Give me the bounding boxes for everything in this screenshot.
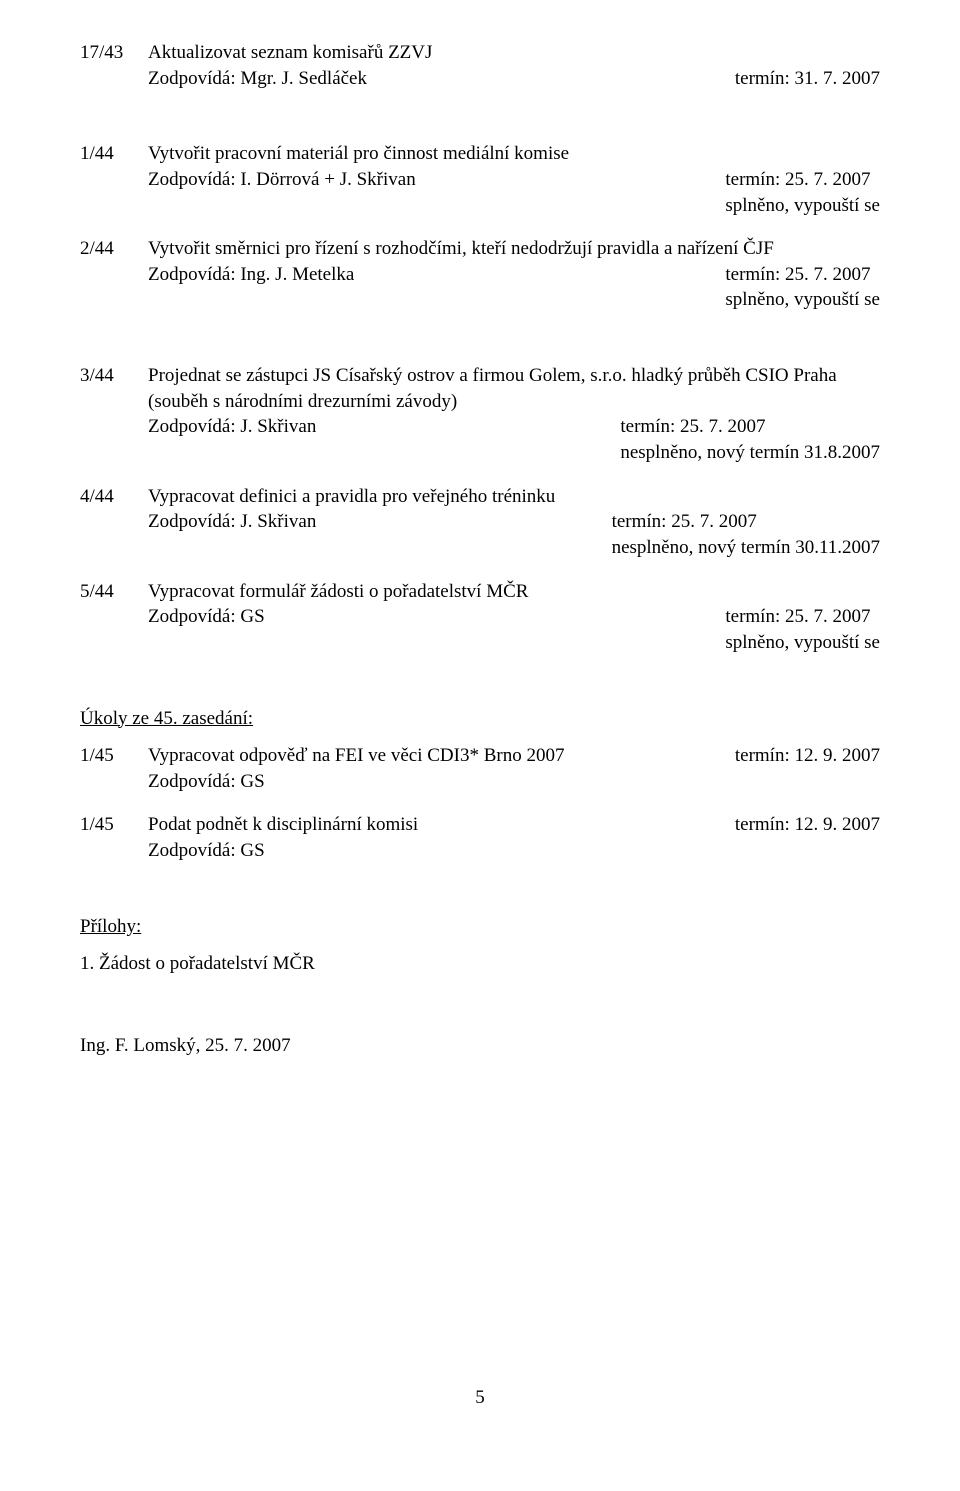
task-entry: 2/44 Vytvořit směrnici pro řízení s rozh… [80,236,880,313]
task-note: nesplněno, nový termín 30.11.2007 [612,535,880,561]
task-responsible: Zodpovídá: GS [148,604,725,655]
task-term: termín: 25. 7. 2007 [725,262,880,288]
task-number: 5/44 [80,579,148,605]
task-note: splněno, vypouští se [725,287,880,313]
task-title-line2: (souběh s národními drezurními závody) [148,389,880,415]
task-number: 1/45 [80,743,148,769]
task-number: 1/44 [80,141,148,167]
task-number: 2/44 [80,236,148,262]
task-note: splněno, vypouští se [725,630,880,656]
task-responsible: Zodpovídá: J. Skřivan [148,414,620,465]
task-entry: 5/44 Vypracovat formulář žádosti o pořad… [80,579,880,656]
task-entry: 3/44 Projednat se zástupci JS Císařský o… [80,363,880,466]
task-number: 4/44 [80,484,148,510]
task-body: Vytvořit směrnici pro řízení s rozhodčím… [148,236,880,313]
task-entry: 4/44 Vypracovat definici a pravidla pro … [80,484,880,561]
task-body: Podat podnět k disciplinární komisi term… [148,812,880,863]
task-term: termín: 12. 9. 2007 [735,812,880,838]
task-term: termín: 25. 7. 2007 [612,509,880,535]
task-body: Projednat se zástupci JS Císařský ostrov… [148,363,880,466]
task-responsible: Zodpovídá: I. Dörrová + J. Skřivan [148,167,725,218]
task-note: nesplněno, nový termín 31.8.2007 [620,440,880,466]
task-title: Vypracovat definici a pravidla pro veřej… [148,484,880,510]
task-responsible: Zodpovídá: GS [148,769,880,795]
task-body: Vypracovat formulář žádosti o pořadatels… [148,579,880,656]
task-body: Vypracovat definici a pravidla pro veřej… [148,484,880,561]
task-number: 3/44 [80,363,148,389]
task-body: Aktualizovat seznam komisařů ZZVJ Zodpov… [148,40,880,91]
task-term: termín: 25. 7. 2007 [725,604,880,630]
task-title: Vytvořit pracovní materiál pro činnost m… [148,141,880,167]
task-responsible: Zodpovídá: Ing. J. Metelka [148,262,725,313]
task-entry: 17/43 Aktualizovat seznam komisařů ZZVJ … [80,40,880,91]
task-title: Vytvořit směrnici pro řízení s rozhodčím… [148,236,880,262]
task-title: Vypracovat formulář žádosti o pořadatels… [148,579,880,605]
section-heading: Úkoly ze 45. zasedání: [80,706,880,732]
task-title: Podat podnět k disciplinární komisi [148,812,735,838]
task-responsible: Zodpovídá: J. Skřivan [148,509,612,560]
attachments-heading: Přílohy: [80,914,880,940]
attachment-item: 1. Žádost o pořadatelství MČR [80,951,880,977]
task-term: termín: 31. 7. 2007 [735,66,880,92]
task-body: Vypracovat odpověď na FEI ve věci CDI3* … [148,743,880,794]
task-term: termín: 25. 7. 2007 [620,414,880,440]
task-term: termín: 12. 9. 2007 [735,743,880,769]
task-entry: 1/45 Podat podnět k disciplinární komisi… [80,812,880,863]
page-number: 5 [0,1385,960,1411]
task-entry: 1/44 Vytvořit pracovní materiál pro činn… [80,141,880,218]
task-number: 17/43 [80,40,148,66]
task-title: Aktualizovat seznam komisařů ZZVJ [148,40,880,66]
signature-line: Ing. F. Lomský, 25. 7. 2007 [80,1033,880,1059]
task-title: Projednat se zástupci JS Císařský ostrov… [148,363,880,389]
task-term: termín: 25. 7. 2007 [725,167,880,193]
task-title: Vypracovat odpověď na FEI ve věci CDI3* … [148,743,735,769]
task-entry: 1/45 Vypracovat odpověď na FEI ve věci C… [80,743,880,794]
task-number: 1/45 [80,812,148,838]
task-responsible: Zodpovídá: GS [148,838,880,864]
task-responsible: Zodpovídá: Mgr. J. Sedláček [148,66,735,92]
task-note: splněno, vypouští se [725,193,880,219]
task-body: Vytvořit pracovní materiál pro činnost m… [148,141,880,218]
